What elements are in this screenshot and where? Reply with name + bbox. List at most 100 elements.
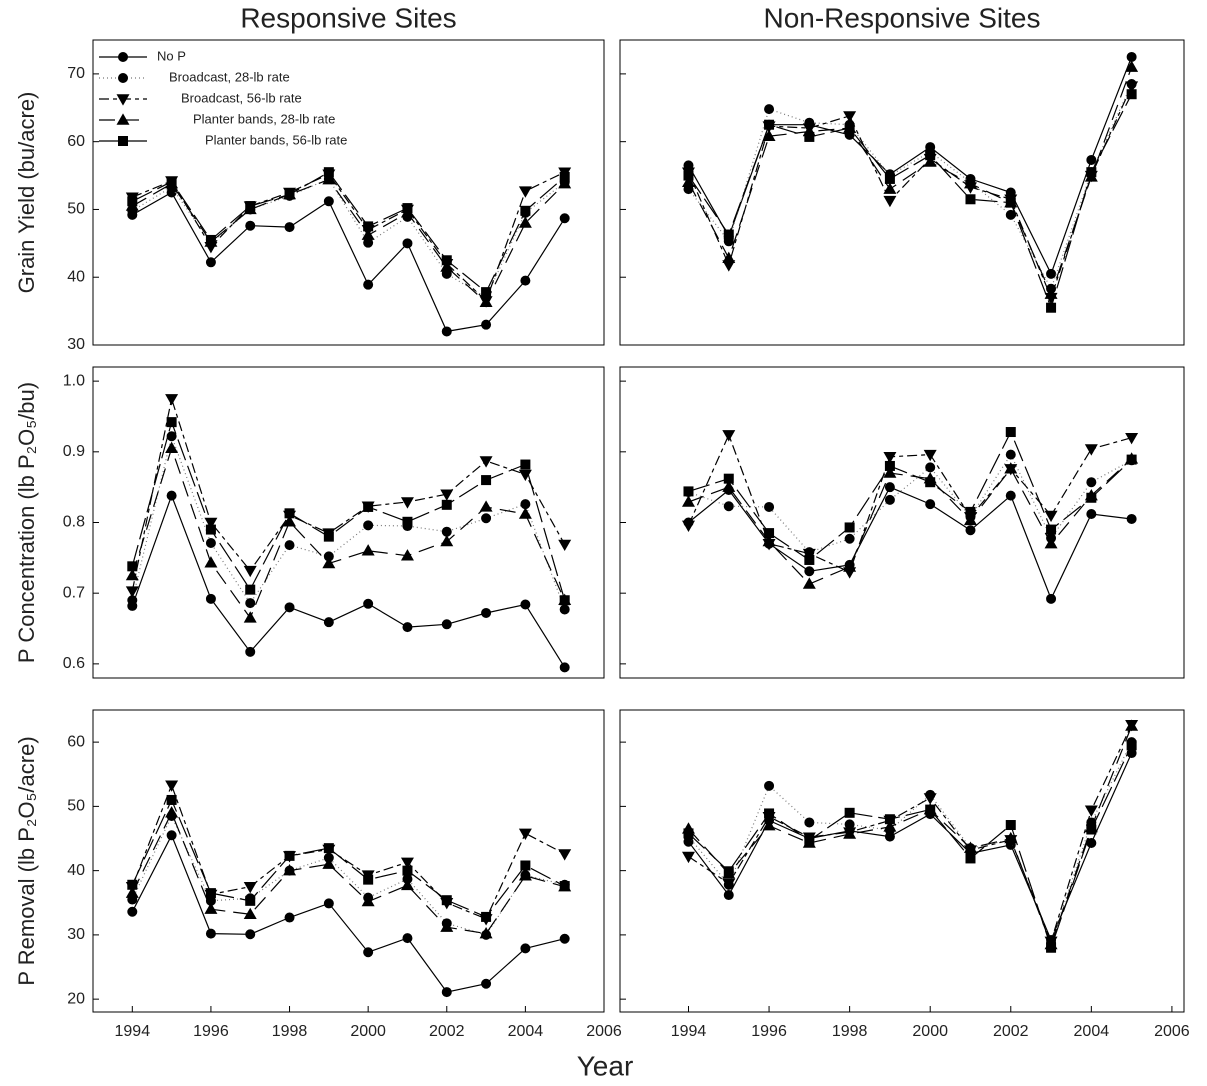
marker <box>1125 81 1139 93</box>
marker <box>923 155 937 167</box>
y-tick-label: 40 <box>67 268 85 285</box>
marker <box>245 598 256 609</box>
marker <box>681 851 695 864</box>
marker <box>520 459 531 470</box>
marker <box>402 865 413 876</box>
marker <box>205 888 216 899</box>
marker <box>322 172 336 185</box>
marker <box>205 524 216 535</box>
panel-title: Responsive Sites <box>240 2 456 33</box>
marker <box>764 119 775 130</box>
marker <box>245 201 256 212</box>
marker <box>283 515 297 527</box>
marker <box>925 462 936 473</box>
marker <box>361 894 375 907</box>
series-line <box>688 724 1133 944</box>
series-line <box>131 420 566 601</box>
y-tick-label: 20 <box>67 990 85 1007</box>
marker <box>843 560 857 572</box>
marker <box>400 549 414 561</box>
marker <box>1125 719 1139 731</box>
marker <box>883 182 897 194</box>
marker <box>764 528 775 539</box>
x-tick-label: 2006 <box>586 1023 622 1040</box>
marker <box>481 319 492 330</box>
marker <box>965 194 976 205</box>
x-tick-label: 2004 <box>1074 1023 1110 1040</box>
series-line <box>132 171 565 302</box>
marker <box>440 260 454 272</box>
marker <box>402 622 413 633</box>
marker <box>518 507 532 519</box>
y-tick-label: 0.8 <box>63 514 85 531</box>
legend-label: Broadcast, 28-lb rate <box>169 69 290 84</box>
marker <box>284 222 295 233</box>
plot-frame <box>92 39 605 346</box>
marker <box>963 841 977 853</box>
panel-title: Non-Responsive Sites <box>763 2 1040 33</box>
y-tick-label: 0.6 <box>63 655 85 672</box>
marker <box>205 537 216 548</box>
marker <box>323 898 334 909</box>
marker <box>520 275 531 286</box>
marker <box>361 544 375 556</box>
marker <box>245 646 256 657</box>
y-tick-label: 50 <box>67 201 85 218</box>
series-line <box>687 433 1132 573</box>
marker <box>963 513 977 526</box>
marker <box>722 251 736 263</box>
marker <box>243 565 257 578</box>
plot-frame <box>619 709 1185 1013</box>
marker <box>1046 302 1057 313</box>
y-axis-title: P Concentration (lb P₂O₅/bu) <box>14 382 39 663</box>
marker <box>844 533 855 544</box>
marker <box>1086 492 1097 503</box>
marker <box>323 167 334 178</box>
marker <box>764 808 775 819</box>
marker <box>723 229 734 240</box>
marker <box>125 886 139 898</box>
marker <box>1005 490 1016 501</box>
plot-frame <box>619 39 1185 346</box>
marker <box>1126 740 1137 751</box>
series-line <box>687 66 1133 296</box>
marker <box>1126 513 1137 524</box>
marker <box>1086 477 1097 488</box>
marker <box>283 864 297 876</box>
marker <box>166 176 177 187</box>
marker <box>127 196 138 207</box>
series-line <box>131 178 566 299</box>
marker <box>205 234 216 245</box>
series-line <box>132 191 566 333</box>
marker <box>681 520 695 532</box>
series-line <box>131 833 565 993</box>
marker <box>284 602 295 613</box>
marker <box>116 113 130 125</box>
marker <box>322 857 336 869</box>
marker <box>245 584 256 595</box>
marker <box>400 497 414 509</box>
marker <box>323 843 334 854</box>
marker <box>1005 197 1016 208</box>
marker <box>1086 509 1097 520</box>
marker <box>441 526 452 537</box>
marker <box>559 595 570 606</box>
marker <box>402 933 413 944</box>
marker <box>440 489 454 501</box>
y-tick-label: 40 <box>67 862 85 879</box>
marker <box>441 326 452 337</box>
x-tick-label: 1994 <box>671 1023 707 1040</box>
marker <box>284 850 295 861</box>
marker <box>804 566 815 577</box>
series-line <box>688 745 1133 950</box>
x-tick-label: 1996 <box>193 1023 229 1040</box>
marker <box>925 150 936 161</box>
marker <box>166 417 177 428</box>
marker <box>844 522 855 533</box>
marker <box>481 911 492 922</box>
marker <box>363 947 374 958</box>
marker <box>558 849 572 861</box>
x-tick-label: 1994 <box>115 1023 151 1040</box>
marker <box>559 171 570 182</box>
marker <box>1044 287 1058 299</box>
